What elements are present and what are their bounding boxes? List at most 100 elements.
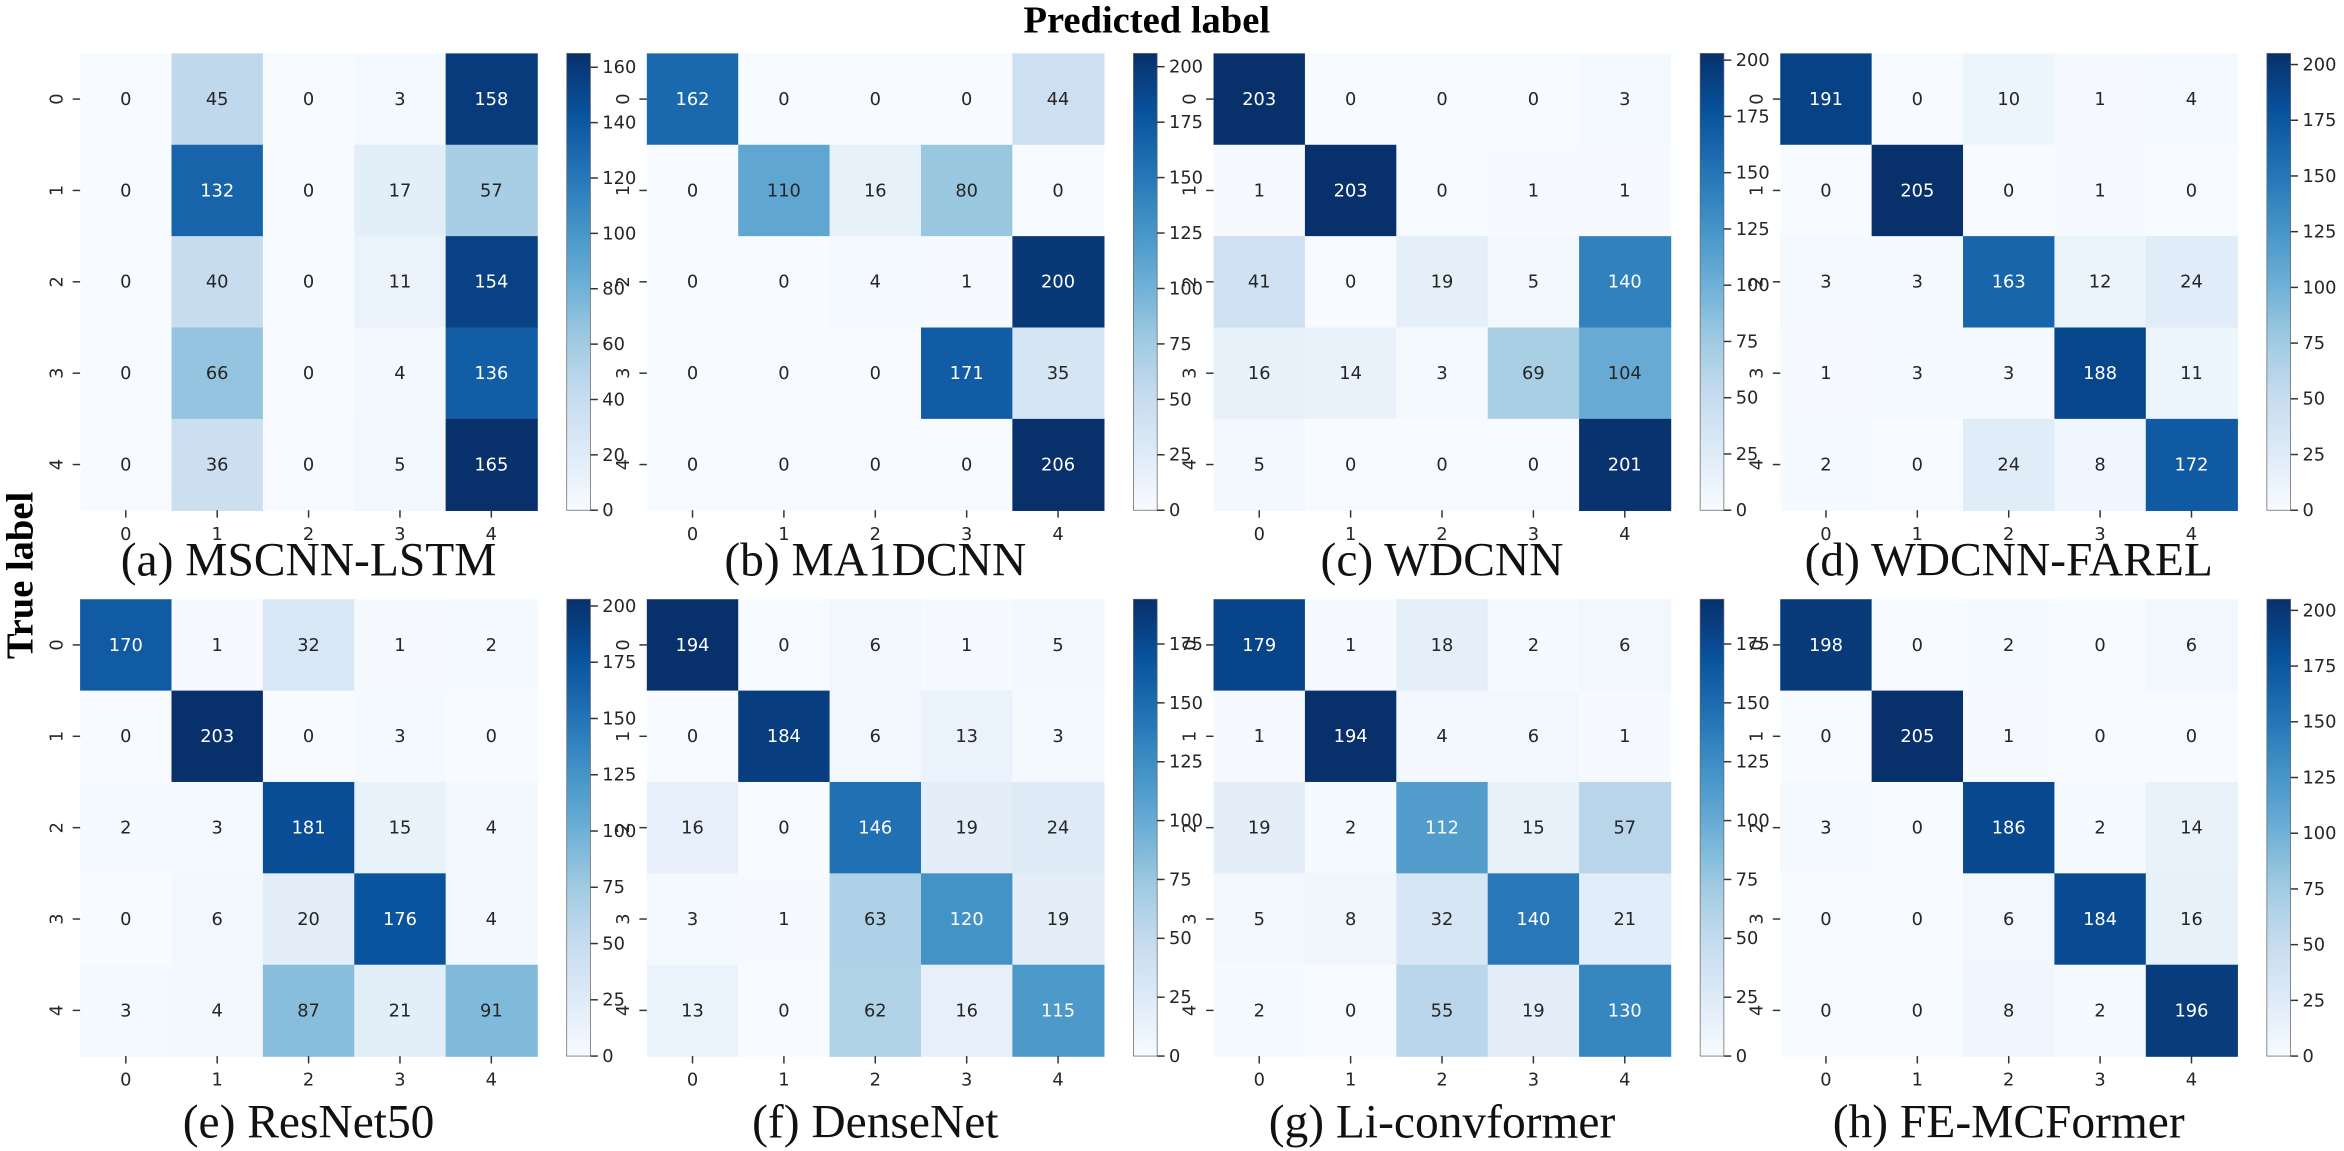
- heatmap-cell: [646, 53, 739, 146]
- cell-value-label: 6: [870, 635, 881, 656]
- heatmap-cell: [171, 599, 264, 692]
- cell-value-label: 154: [474, 272, 508, 293]
- heatmap-cell: [2054, 144, 2147, 237]
- heatmap-cell: [354, 418, 447, 511]
- cell-value-label: 3: [1820, 272, 1831, 293]
- cell-value-label: 16: [955, 1000, 978, 1021]
- heatmap-cell: [1871, 144, 1964, 237]
- colorbar-tick-label: 50: [2302, 389, 2325, 410]
- x-tick-label: 1: [212, 524, 223, 545]
- heatmap-cell: [1963, 327, 2056, 420]
- x-tick-label: 0: [1254, 524, 1265, 545]
- y-tick-label: 3: [613, 368, 634, 379]
- colorbar-tick-label: 0: [1736, 500, 1747, 521]
- cell-value-label: 203: [1242, 89, 1276, 110]
- colorbar-tick-label: 150: [1736, 693, 1770, 714]
- heatmap-cell: [262, 418, 356, 511]
- cell-value-label: 1: [1345, 635, 1356, 656]
- x-tick-label: 3: [961, 1070, 972, 1091]
- heatmap-cell: [1780, 964, 1873, 1057]
- cell-value-label: 0: [1436, 454, 1447, 475]
- cell-value-label: 1: [961, 272, 972, 293]
- cell-value-label: 19: [1248, 818, 1271, 839]
- colorbar-tick-label: 75: [602, 877, 625, 898]
- colorbar-tick-label: 100: [1169, 811, 1203, 832]
- heatmap-cell: [171, 690, 264, 783]
- colorbar-tick-label: 40: [602, 389, 625, 410]
- cell-value-label: 0: [303, 726, 314, 747]
- heatmap-cell: [1780, 781, 1873, 875]
- cell-value-label: 0: [1820, 909, 1831, 930]
- heatmap-cell: [445, 144, 538, 237]
- y-tick-label: 4: [1746, 459, 1767, 470]
- cell-value-label: 6: [212, 909, 223, 930]
- cell-value-label: 14: [1339, 363, 1362, 384]
- colorbar-tick-label: 125: [2302, 767, 2336, 788]
- heatmap-cell: [445, 53, 538, 146]
- y-tick-label: 3: [1746, 368, 1767, 379]
- cell-value-label: 44: [1047, 89, 1070, 110]
- cell-value-label: 91: [480, 1000, 503, 1021]
- cell-value-label: 40: [206, 272, 229, 293]
- cell-value-label: 140: [1608, 272, 1642, 293]
- heatmap-cell: [171, 964, 264, 1057]
- x-tick-label: 3: [1528, 524, 1539, 545]
- y-tick-label: 1: [1746, 731, 1767, 742]
- heatmap-cell: [1304, 599, 1398, 692]
- y-tick-label: 1: [46, 731, 67, 742]
- heatmap-cell: [80, 418, 173, 511]
- panel-caption: (f) DenseNet: [752, 1097, 998, 1149]
- x-tick-label: 4: [2186, 524, 2197, 545]
- heatmap-cell: [920, 53, 1014, 146]
- cell-value-label: 55: [1431, 1000, 1454, 1021]
- cell-value-label: 1: [2003, 726, 2014, 747]
- heatmap-cell: [1012, 327, 1105, 420]
- cell-value-label: 21: [1613, 909, 1636, 930]
- x-tick-label: 4: [2186, 1070, 2197, 1091]
- heatmap-cell: [1579, 690, 1672, 783]
- y-tick-label: 3: [46, 368, 67, 379]
- cell-value-label: 0: [1912, 1000, 1923, 1021]
- heatmap-cell: [2054, 236, 2147, 329]
- y-tick-label: 0: [613, 639, 634, 650]
- heatmap-cell: [1487, 873, 1580, 966]
- cell-value-label: 0: [1345, 1000, 1356, 1021]
- cell-value-label: 0: [1528, 454, 1539, 475]
- heatmap-cell: [1871, 53, 1964, 146]
- cell-value-label: 15: [389, 818, 412, 839]
- heatmap-cell: [1012, 599, 1105, 692]
- cell-value-label: 0: [120, 909, 131, 930]
- cell-value-label: 6: [870, 726, 881, 747]
- heatmap-cell: [2145, 418, 2238, 511]
- heatmap-cell: [262, 53, 356, 146]
- cell-value-label: 0: [778, 272, 789, 293]
- heatmap-cell: [1963, 873, 2056, 966]
- cell-value-label: 80: [955, 180, 978, 201]
- cell-value-label: 0: [1436, 89, 1447, 110]
- heatmap-cell: [1871, 599, 1964, 692]
- cell-value-label: 0: [961, 89, 972, 110]
- y-tick-label: 1: [1180, 731, 1201, 742]
- heatmap-cell: [1579, 418, 1672, 511]
- colorbar-tick-label: 100: [1736, 811, 1770, 832]
- colorbar-tick-label: 100: [2302, 277, 2336, 298]
- cell-value-label: 176: [383, 909, 417, 930]
- heatmap-cell: [2145, 964, 2238, 1057]
- true-label-title: True label: [0, 492, 42, 660]
- cell-value-label: 0: [778, 89, 789, 110]
- heatmap-cell: [1871, 781, 1964, 875]
- cell-value-label: 0: [303, 272, 314, 293]
- colorbar-tick-label: 160: [602, 57, 636, 78]
- heatmap-panel-6: 179 1 18 2 61 194 4 6 119 2 112 15 575 8 32 140 212 0 55 19…: [1180, 598, 1770, 1149]
- x-tick-label: 3: [2094, 1070, 2105, 1091]
- colorbar-tick-label: 75: [2302, 333, 2325, 354]
- heatmap-cell: [920, 781, 1014, 875]
- colorbar: [2266, 598, 2291, 1057]
- x-tick-label: 0: [120, 524, 131, 545]
- heatmap-cell: [1487, 144, 1580, 237]
- colorbar-tick-label: 25: [1169, 445, 1192, 466]
- heatmap-cell: [1963, 599, 2056, 692]
